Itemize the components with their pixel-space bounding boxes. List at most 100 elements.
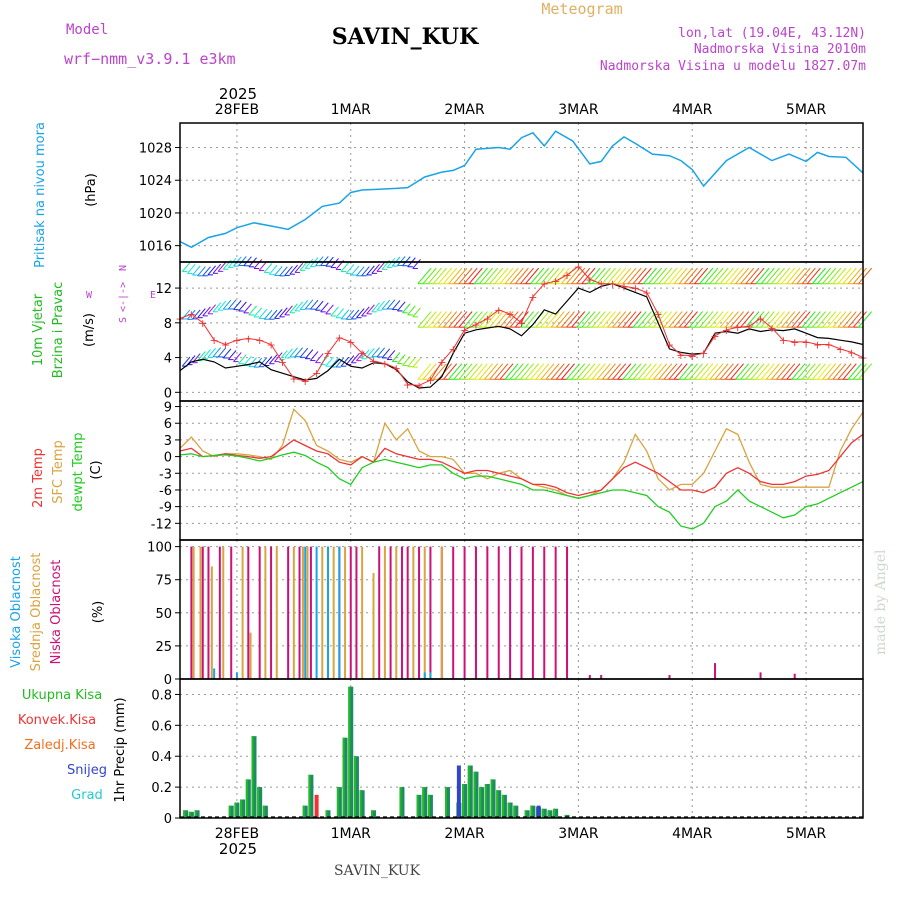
low-cloud-bar bbox=[190, 546, 193, 679]
wind-barb bbox=[847, 267, 862, 285]
total-rain-bar-edge bbox=[194, 810, 197, 818]
wind-barb bbox=[263, 309, 273, 320]
total-rain-bar bbox=[496, 790, 502, 818]
wind-barb bbox=[325, 304, 334, 315]
total-rain-bar bbox=[308, 774, 314, 818]
wind-barb bbox=[391, 352, 401, 362]
wind-barb bbox=[253, 259, 263, 269]
wind-barb bbox=[637, 311, 652, 328]
precip-unit: 1hr Precip (mm) bbox=[113, 697, 128, 802]
wind-gust-marker: + bbox=[631, 282, 640, 295]
mid-cloud-bar bbox=[264, 546, 267, 679]
wind-barb bbox=[648, 363, 663, 380]
cloud-title-1: Visoka Oblacnost bbox=[9, 556, 24, 668]
x-tick-label-bottom: 3MAR bbox=[558, 826, 599, 842]
mid-cloud-bar bbox=[292, 546, 295, 679]
wind-barb bbox=[806, 363, 821, 380]
x-tick-label-bottom: 5MAR bbox=[786, 826, 827, 842]
wind-barb bbox=[417, 267, 432, 285]
total-rain-bar-edge bbox=[353, 756, 356, 818]
wind-barb bbox=[473, 267, 488, 285]
low-cloud-bar bbox=[497, 546, 500, 679]
y-tick-label: 25 bbox=[155, 640, 172, 655]
wind-barb bbox=[709, 267, 724, 285]
wind-barb bbox=[750, 311, 765, 328]
wind-gust-marker: + bbox=[483, 312, 492, 325]
temp-2m-line bbox=[179, 433, 864, 497]
wind-barb bbox=[443, 363, 458, 380]
wind-gust-marker: + bbox=[824, 339, 833, 352]
wind-barb bbox=[555, 363, 570, 380]
low-cloud-bar bbox=[247, 546, 250, 679]
wind-gust-marker: + bbox=[289, 372, 298, 385]
wind-barb bbox=[668, 311, 683, 328]
wind-barb bbox=[397, 301, 406, 312]
wind-barb bbox=[545, 311, 560, 328]
wind-barb bbox=[238, 256, 247, 266]
wind-barb bbox=[576, 267, 591, 285]
wind-barb bbox=[842, 267, 857, 285]
wind-barb bbox=[735, 267, 750, 285]
mid-cloud-bar bbox=[412, 546, 415, 679]
wind-barb bbox=[407, 357, 416, 367]
wind-barb bbox=[376, 261, 386, 272]
wind-barb bbox=[730, 311, 744, 328]
wind-barb bbox=[683, 363, 698, 380]
mid-cloud-bar bbox=[306, 546, 309, 679]
low-cloud-bar bbox=[406, 546, 409, 679]
wind-barb bbox=[550, 363, 565, 380]
wind-barb bbox=[212, 347, 222, 358]
wind-gust-marker: + bbox=[392, 362, 401, 375]
footer-station: SAVIN_KUK bbox=[334, 863, 421, 879]
wind-barb bbox=[294, 301, 304, 312]
wind-gust-marker: + bbox=[540, 278, 549, 291]
wind-barb bbox=[755, 267, 770, 285]
low-cloud-bar bbox=[207, 546, 210, 679]
wind-barb bbox=[356, 351, 365, 361]
plot-layer: 1016102010241028048129630-3-6-9-12025507… bbox=[139, 102, 873, 842]
total-rain-bar-edge bbox=[342, 737, 345, 818]
wind-barb bbox=[187, 355, 196, 365]
wind-gust-marker: + bbox=[574, 260, 583, 273]
wind-barb bbox=[207, 304, 216, 315]
wind-barb bbox=[837, 363, 852, 380]
total-rain-bar-edge bbox=[530, 805, 533, 818]
wind-gust-line bbox=[179, 265, 864, 386]
wind-barb bbox=[371, 263, 380, 274]
wind-barb bbox=[555, 267, 570, 285]
wind-barb bbox=[289, 303, 298, 314]
mid-cloud-bar bbox=[301, 546, 304, 679]
wind-gust-marker: + bbox=[528, 291, 537, 304]
wind-barb bbox=[668, 363, 683, 380]
legend-total-rain: Ukupna Kisa bbox=[22, 688, 102, 703]
wind-barb bbox=[192, 265, 201, 276]
wind-gust-marker: + bbox=[653, 308, 662, 321]
wind-barb bbox=[632, 363, 647, 380]
product-title: Meteogram bbox=[541, 0, 622, 18]
mid-cloud-bar bbox=[361, 546, 364, 679]
wind-barb bbox=[391, 300, 401, 310]
mid-cloud-bar bbox=[210, 566, 213, 679]
wind-barb bbox=[735, 363, 750, 380]
wind-barb bbox=[827, 267, 842, 285]
wind-barb bbox=[770, 267, 785, 285]
wind-barb bbox=[514, 311, 529, 328]
low-cloud-bar bbox=[349, 546, 352, 679]
mid-cloud-bar bbox=[241, 546, 244, 679]
total-rain-bar-edge bbox=[245, 779, 248, 818]
mid-cloud-bar bbox=[344, 546, 347, 679]
wind-barb bbox=[673, 311, 688, 328]
wind-barb bbox=[847, 363, 862, 380]
wind-barb bbox=[243, 256, 252, 267]
wind-barb bbox=[776, 363, 791, 380]
wind-barb bbox=[458, 363, 473, 380]
wind-barb bbox=[791, 267, 806, 285]
y-tick-label: 75 bbox=[155, 574, 172, 589]
wind-barb bbox=[402, 356, 411, 366]
total-rain-bar bbox=[262, 805, 268, 818]
wind-barb bbox=[678, 311, 693, 328]
wind-barb bbox=[222, 299, 232, 310]
wind-barb bbox=[356, 308, 365, 319]
wind-barb bbox=[504, 363, 519, 380]
